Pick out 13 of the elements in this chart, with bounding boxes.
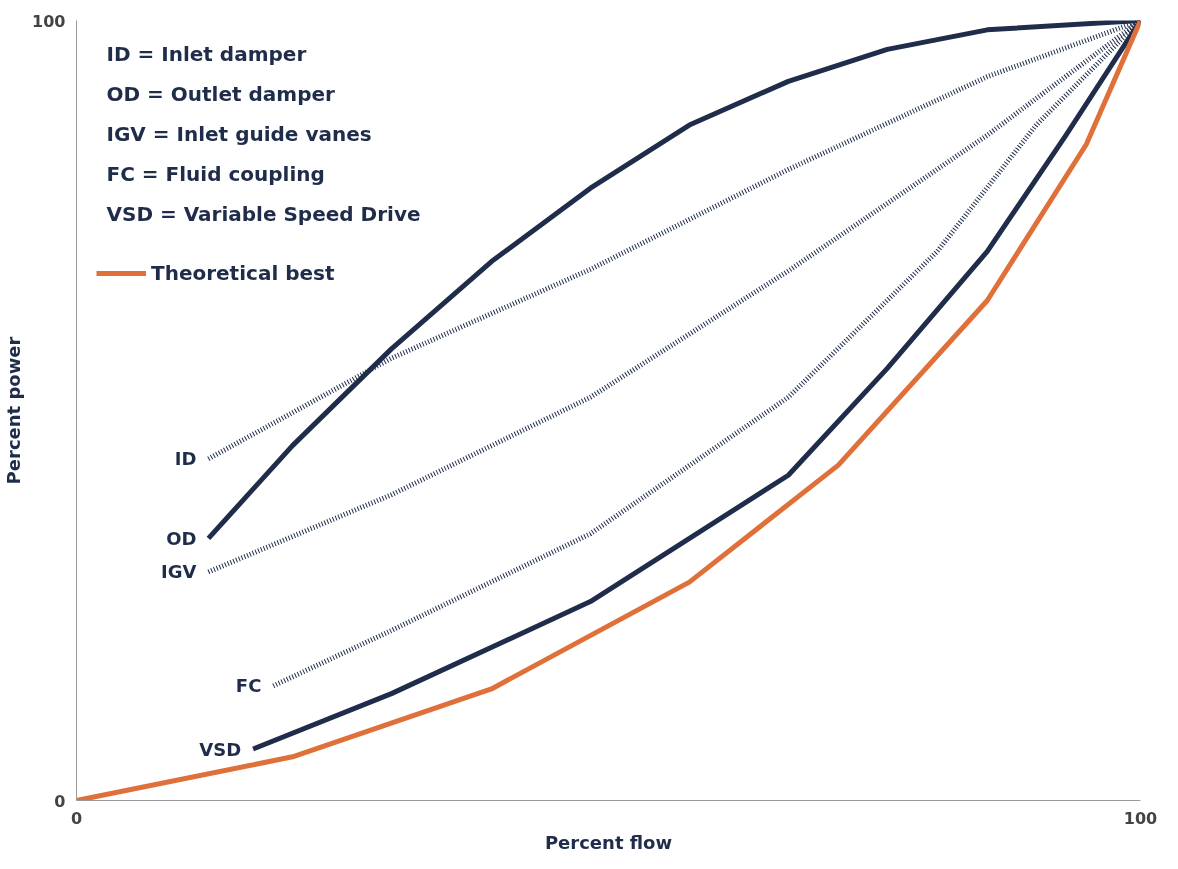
series-label: ID (174, 448, 197, 470)
y-axis-title: Percent power (3, 336, 25, 485)
series-label: FC (235, 675, 262, 697)
series-label: OD (166, 527, 197, 549)
series-label: IGV (161, 561, 197, 583)
annotation: VSD = Variable Speed Drive (106, 201, 421, 226)
annotation: ID = Inlet damper (106, 41, 307, 66)
series-label: VSD (199, 738, 242, 760)
annotation: FC = Fluid coupling (106, 161, 325, 186)
annotation: OD = Outlet damper (106, 81, 336, 106)
x-axis-title: Percent flow (544, 831, 673, 853)
annotation: IGV = Inlet guide vanes (106, 121, 372, 146)
legend-label: Theoretical best (151, 261, 335, 285)
